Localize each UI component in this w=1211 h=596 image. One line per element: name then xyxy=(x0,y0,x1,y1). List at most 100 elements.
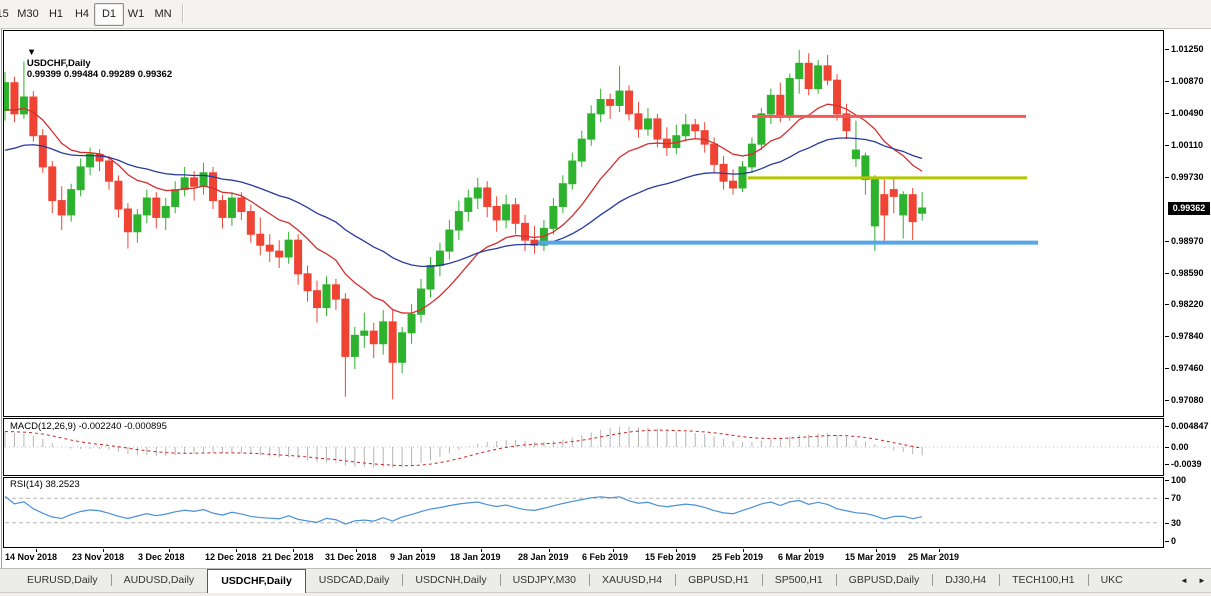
date-axis-label: 28 Jan 2019 xyxy=(518,552,569,562)
date-tick-mark xyxy=(481,549,482,552)
axis-tick-mark xyxy=(1165,336,1169,338)
chart-tab-xauusd[interactable]: XAUUSD,H4 xyxy=(589,569,675,593)
main-chart-canvas[interactable] xyxy=(4,31,1163,416)
chart-tab-label: AUDUSD,Daily xyxy=(123,574,195,586)
axis-tick-mark xyxy=(1165,240,1169,242)
tab-scroll-right-button[interactable]: ► xyxy=(1195,573,1209,588)
chart-tab-label: XAUUSD,H4 xyxy=(602,574,663,586)
rsi-axis-label: 0 xyxy=(1171,536,1177,546)
date-axis-label: 3 Dec 2018 xyxy=(138,552,185,562)
toolbar-separator xyxy=(182,4,184,23)
chart-tab-label: USDCAD,Daily xyxy=(318,574,390,586)
chart-title: ▼ USDCHF,Daily 0.99399 0.99484 0.99289 0… xyxy=(11,36,172,91)
period-button-m15[interactable]: M15 xyxy=(0,8,9,20)
price-axis: 0.99362 1.01250 1.00870 1.00490 1.00110 0.99… xyxy=(1165,29,1211,568)
rsi-canvas[interactable] xyxy=(4,478,1163,547)
tab-divider xyxy=(1087,574,1089,586)
price-axis-label: 0.97080 xyxy=(1171,395,1204,406)
date-axis-label: 25 Mar 2019 xyxy=(908,552,960,562)
macd-canvas[interactable] xyxy=(4,419,1163,475)
axis-tick-mark xyxy=(1165,144,1169,146)
current-price-tag: 0.99362 xyxy=(1168,201,1210,215)
chart-tab-usdjpy[interactable]: USDJPY,M30 xyxy=(499,569,589,593)
date-tick-mark xyxy=(809,549,810,552)
axis-tick-mark xyxy=(1165,304,1169,306)
date-axis-label: 6 Mar 2019 xyxy=(778,552,825,562)
date-axis: 14 Nov 2018 23 Nov 2018 3 Dec 2018 12 Dec 2… xyxy=(3,549,1164,567)
period-button-m30[interactable]: M30 xyxy=(17,8,39,20)
date-tick-mark xyxy=(103,549,104,552)
tab-scroll-left-button[interactable]: ◄ xyxy=(1177,573,1191,588)
axis-tick-mark xyxy=(1165,176,1169,178)
tab-divider xyxy=(110,574,112,586)
period-button-h1[interactable]: H1 xyxy=(48,8,64,20)
tab-divider xyxy=(835,574,837,586)
date-axis-label: 25 Feb 2019 xyxy=(712,552,764,562)
axis-tick-mark xyxy=(1165,498,1169,500)
period-button-w1[interactable]: W1 xyxy=(127,8,145,20)
axis-tick-mark xyxy=(1165,80,1169,82)
chart-symbol-label: USDCHF,Daily xyxy=(26,58,91,69)
axis-tick-mark xyxy=(1165,425,1169,427)
date-tick-mark xyxy=(676,549,677,552)
chart-tab-gbpusd[interactable]: GBPUSD,Daily xyxy=(835,569,933,593)
main-chart-panel[interactable]: ▼ USDCHF,Daily 0.99399 0.99484 0.99289 0… xyxy=(3,30,1164,417)
chart-tab-usdcad[interactable]: USDCAD,Daily xyxy=(306,569,403,593)
status-strip xyxy=(0,592,1211,596)
date-tick-mark xyxy=(421,549,422,552)
chart-tab-label: SP500,H1 xyxy=(774,574,823,586)
tab-divider xyxy=(499,574,501,586)
price-axis-label: 1.00870 xyxy=(1171,75,1204,86)
date-tick-mark xyxy=(293,549,294,552)
price-axis-label: 0.99730 xyxy=(1171,171,1204,182)
chart-tab-eurusd[interactable]: EURUSD,Daily xyxy=(14,569,111,593)
chart-tab-audusd[interactable]: AUDUSD,Daily xyxy=(110,569,208,593)
macd-panel[interactable]: MACD(12,26,9) -0.002240 -0.000895 xyxy=(3,418,1164,476)
chart-tab-sp500[interactable]: SP500,H1 xyxy=(761,569,836,593)
date-tick-mark xyxy=(613,549,614,552)
tab-divider xyxy=(675,574,677,586)
axis-tick-mark xyxy=(1165,112,1169,114)
period-button-d1[interactable]: D1 xyxy=(94,3,124,26)
date-axis-label: 23 Nov 2018 xyxy=(72,552,125,562)
price-axis-label: 0.98220 xyxy=(1171,299,1204,310)
chart-tab-gbpusd[interactable]: GBPUSD,H1 xyxy=(675,569,762,593)
chart-tab-label: DJ30,H4 xyxy=(945,574,987,586)
macd-label: MACD(12,26,9) -0.002240 -0.000895 xyxy=(10,421,167,432)
rsi-panel[interactable]: RSI(14) 38.2523 xyxy=(3,477,1164,548)
date-tick-mark xyxy=(356,549,357,552)
chart-tab-usdchf[interactable]: USDCHF,Daily xyxy=(207,569,306,593)
axis-tick-mark xyxy=(1165,541,1169,542)
date-tick-mark xyxy=(236,549,237,552)
date-tick-mark xyxy=(939,549,940,552)
tab-divider xyxy=(932,574,934,586)
rsi-axis-label: 70 xyxy=(1171,493,1182,504)
axis-tick-mark xyxy=(1165,400,1169,402)
period-button-mn[interactable]: MN xyxy=(154,8,172,20)
axis-tick-mark xyxy=(1165,522,1169,524)
chart-tab-label: USDCNH,Daily xyxy=(415,574,487,586)
date-axis-label: 31 Dec 2018 xyxy=(325,552,377,562)
chart-tab-dj30[interactable]: DJ30,H4 xyxy=(932,569,999,593)
chart-tab-usdcnh[interactable]: USDCNH,Daily xyxy=(402,569,499,593)
date-tick-mark xyxy=(549,549,550,552)
chart-tab-label: GBPUSD,Daily xyxy=(848,574,920,586)
rsi-axis-label: 100 xyxy=(1171,475,1187,485)
date-tick-mark xyxy=(36,549,37,552)
price-axis-label: 1.00110 xyxy=(1171,139,1204,150)
chart-tab-tech100[interactable]: TECH100,H1 xyxy=(999,569,1087,593)
chart-tab-bar: EURUSD,Daily AUDUSD,Daily USDCHF,Daily USDC… xyxy=(0,568,1211,593)
symbol-dropdown-icon[interactable]: ▼ xyxy=(26,47,37,58)
date-tick-mark xyxy=(876,549,877,552)
date-tick-mark xyxy=(743,549,744,552)
date-axis-label: 14 Nov 2018 xyxy=(5,552,58,562)
macd-axis-label: -0.0039 xyxy=(1171,459,1202,469)
axis-tick-mark xyxy=(1165,272,1169,274)
date-axis-label: 18 Jan 2019 xyxy=(450,552,501,562)
rsi-label: RSI(14) 38.2523 xyxy=(10,479,80,490)
chart-tab-label: USDCHF,Daily xyxy=(221,575,292,587)
price-axis-label: 0.97460 xyxy=(1171,363,1204,374)
period-button-h4[interactable]: H4 xyxy=(74,8,90,20)
chart-tab-ukc[interactable]: UKC xyxy=(1087,569,1136,593)
